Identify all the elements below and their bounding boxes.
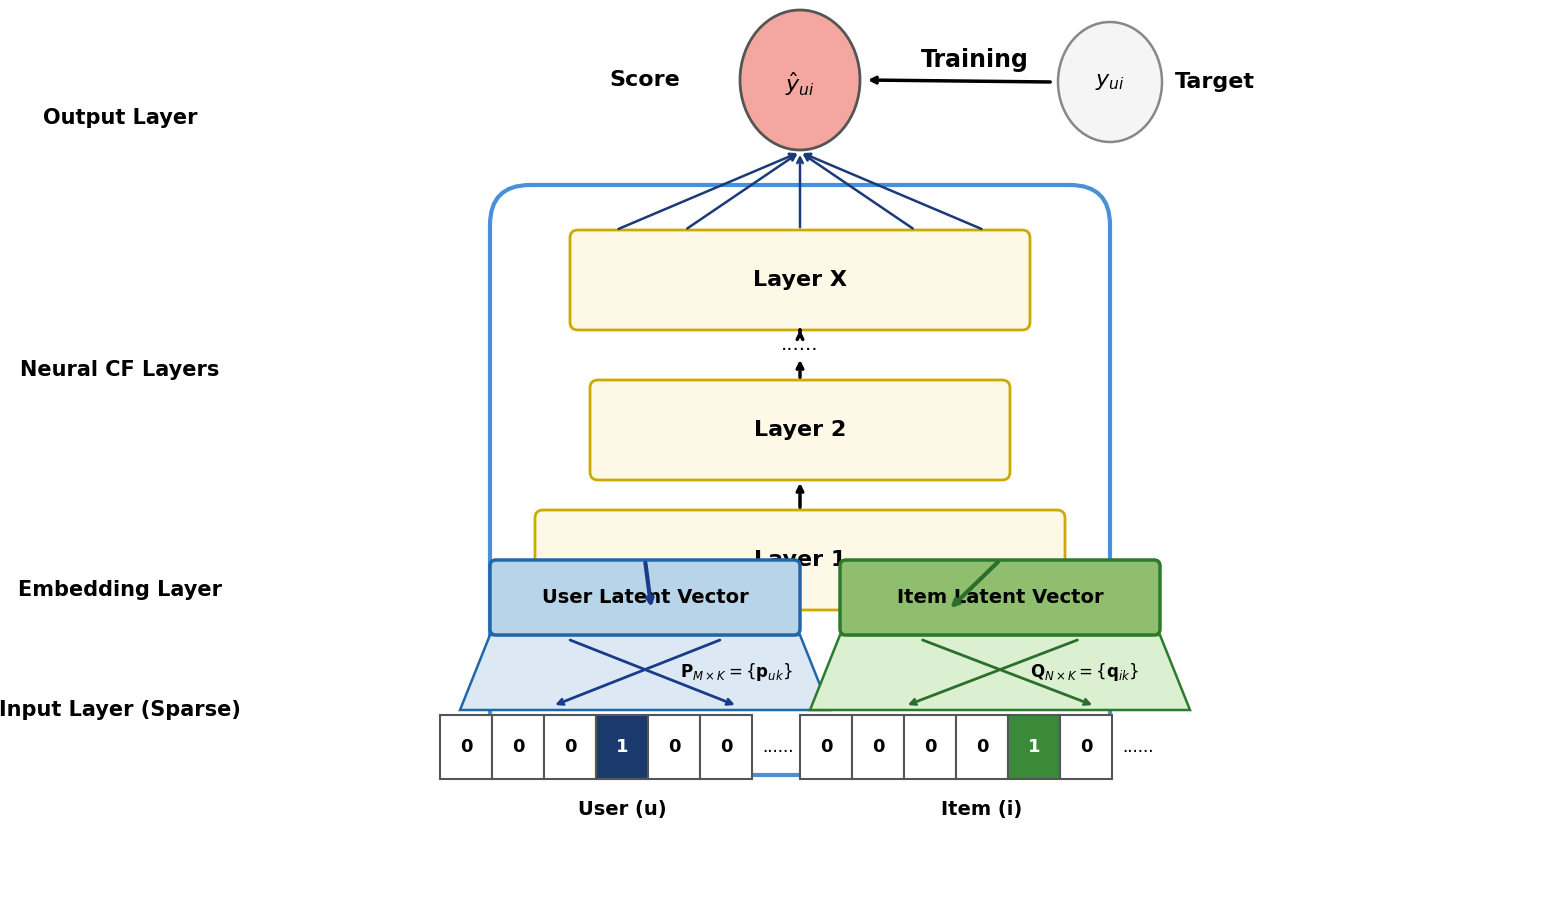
Bar: [441, 715, 492, 779]
Bar: [596, 715, 649, 779]
Text: ......: ......: [782, 335, 819, 354]
Text: 1: 1: [1028, 738, 1041, 756]
Text: 0: 0: [975, 738, 988, 756]
Text: 0: 0: [564, 738, 577, 756]
Text: 0: 0: [872, 738, 885, 756]
Text: $\mathbf{Q}_{N\times K}=\{\mathbf{q}_{ik}\}$: $\mathbf{Q}_{N\times K}=\{\mathbf{q}_{ik…: [1030, 661, 1139, 683]
Bar: [903, 715, 957, 779]
Text: 0: 0: [924, 738, 936, 756]
Text: $\hat{y}_{ui}$: $\hat{y}_{ui}$: [785, 70, 814, 97]
Ellipse shape: [739, 10, 860, 150]
Text: Embedding Layer: Embedding Layer: [19, 580, 222, 600]
Text: 1: 1: [616, 738, 628, 756]
Text: ......: ......: [763, 738, 794, 756]
FancyBboxPatch shape: [589, 380, 1010, 480]
FancyBboxPatch shape: [535, 510, 1064, 610]
Text: User Latent Vector: User Latent Vector: [542, 588, 749, 607]
Text: Item Latent Vector: Item Latent Vector: [897, 588, 1103, 607]
Text: 0: 0: [1080, 738, 1093, 756]
Bar: [700, 715, 752, 779]
Text: Item (i): Item (i): [941, 801, 1022, 820]
Bar: [544, 715, 596, 779]
Text: User (u): User (u): [578, 801, 666, 820]
Polygon shape: [460, 635, 830, 710]
Text: 0: 0: [819, 738, 832, 756]
FancyBboxPatch shape: [570, 230, 1030, 330]
Text: Layer X: Layer X: [753, 270, 847, 290]
Text: Input Layer (Sparse): Input Layer (Sparse): [0, 700, 241, 720]
Text: 0: 0: [667, 738, 680, 756]
Bar: [492, 715, 544, 779]
Text: Target: Target: [1175, 72, 1255, 92]
Text: Output Layer: Output Layer: [42, 108, 197, 128]
Text: $\mathbf{P}_{M\times K}=\{\mathbf{p}_{uk}\}$: $\mathbf{P}_{M\times K}=\{\mathbf{p}_{uk…: [680, 661, 792, 683]
Text: 0: 0: [460, 738, 472, 756]
Ellipse shape: [1058, 22, 1161, 142]
Polygon shape: [810, 635, 1189, 710]
Bar: [1008, 715, 1060, 779]
Bar: [1060, 715, 1111, 779]
Text: Score: Score: [610, 70, 680, 90]
Text: Layer 2: Layer 2: [753, 420, 846, 440]
Text: Training: Training: [921, 48, 1028, 72]
Bar: [800, 715, 852, 779]
Bar: [852, 715, 903, 779]
FancyBboxPatch shape: [489, 560, 800, 635]
Text: $y_{ui}$: $y_{ui}$: [1096, 72, 1125, 92]
Text: Layer 1: Layer 1: [753, 550, 846, 570]
Text: Neural CF Layers: Neural CF Layers: [20, 360, 220, 380]
Text: ......: ......: [1122, 738, 1153, 756]
FancyBboxPatch shape: [839, 560, 1160, 635]
Bar: [957, 715, 1008, 779]
Text: 0: 0: [719, 738, 731, 756]
Bar: [649, 715, 700, 779]
Text: 0: 0: [511, 738, 524, 756]
